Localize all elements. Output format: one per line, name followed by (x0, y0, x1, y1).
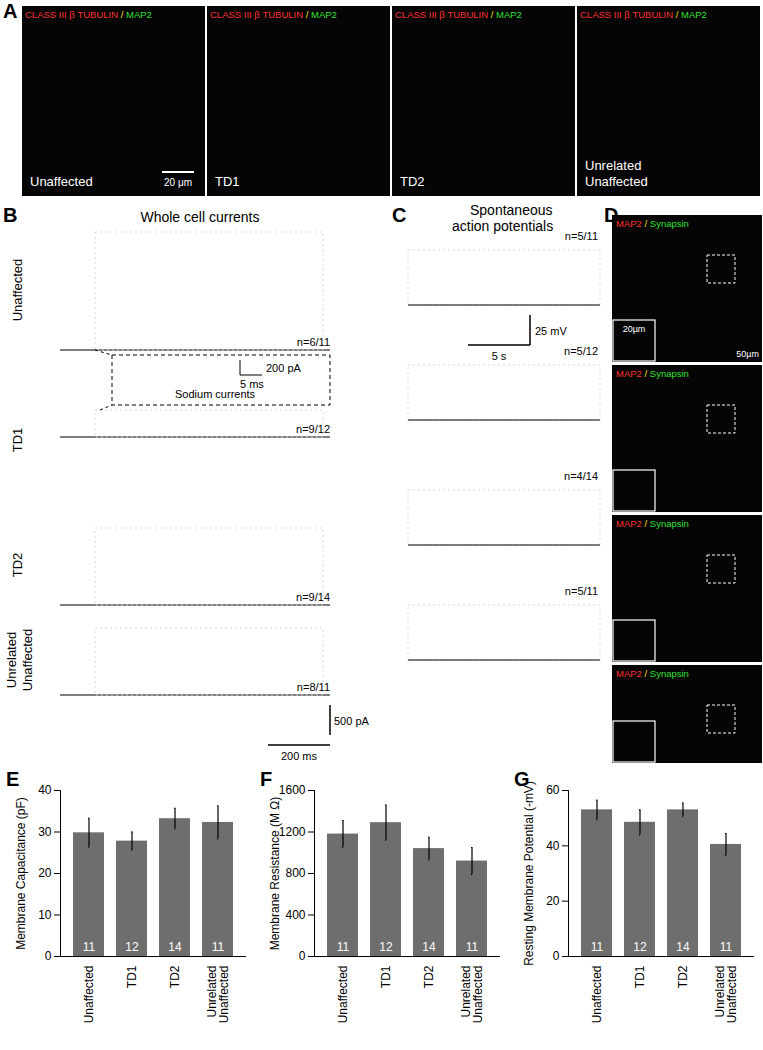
svg-text:0: 0 (553, 949, 560, 963)
svg-text:20 μm: 20 μm (164, 177, 192, 188)
svg-text:Unrelated: Unrelated (4, 632, 19, 688)
svg-text:TD2: TD2 (422, 965, 436, 988)
html-text:F: F (260, 768, 273, 790)
svg-text:200 ms: 200 ms (281, 750, 318, 762)
svg-text:action potentials: action potentials (452, 218, 553, 234)
svg-text:TD2: TD2 (10, 553, 25, 578)
svg-text:n=9/14: n=9/14 (296, 591, 330, 603)
svg-text:11: 11 (212, 940, 225, 954)
svg-text:n=5/11: n=5/11 (565, 230, 598, 242)
svg-text:0: 0 (45, 949, 52, 963)
svg-text:Resting Membrane Potential (-m: Resting Membrane Potential (-mV) (522, 781, 536, 966)
svg-text:CLASS III β TUBULIN / MAP2: CLASS III β TUBULIN / MAP2 (210, 9, 337, 20)
svg-text:n=9/12: n=9/12 (296, 423, 330, 435)
svg-text:n=4/14: n=4/14 (564, 470, 598, 482)
svg-text:60: 60 (546, 783, 560, 797)
svg-text:UnrelatedUnaffected: UnrelatedUnaffected (459, 966, 485, 1024)
svg-text:Unaffected: Unaffected (585, 174, 648, 189)
svg-text:14: 14 (168, 940, 182, 954)
svg-text:Whole cell currents: Whole cell currents (140, 209, 259, 225)
svg-text:TD1: TD1 (379, 965, 393, 988)
svg-text:800: 800 (285, 866, 305, 880)
svg-text:TD1: TD1 (10, 428, 25, 453)
svg-text:25 mV: 25 mV (535, 325, 567, 337)
svg-text:5 s: 5 s (492, 350, 507, 362)
svg-text:12: 12 (379, 940, 393, 954)
svg-text:Sodium currents: Sodium currents (175, 388, 256, 400)
svg-text:Unaffected: Unaffected (590, 966, 604, 1024)
svg-text:CLASS III β TUBULIN / MAP2: CLASS III β TUBULIN / MAP2 (580, 9, 707, 20)
svg-text:14: 14 (422, 940, 436, 954)
svg-text:40: 40 (38, 783, 52, 797)
svg-text:TD2: TD2 (400, 174, 425, 189)
svg-text:11: 11 (337, 940, 350, 954)
svg-text:n=5/12: n=5/12 (564, 345, 598, 357)
svg-text:Unaffected: Unaffected (82, 966, 96, 1024)
svg-text:5 ms: 5 ms (240, 378, 264, 390)
svg-text:TD2: TD2 (676, 965, 690, 988)
svg-text:TD1: TD1 (125, 965, 139, 988)
svg-text:20: 20 (546, 894, 560, 908)
svg-text:Membrane Resistance (M Ω): Membrane Resistance (M Ω) (268, 797, 282, 951)
svg-text:n=8/11: n=8/11 (297, 681, 330, 693)
svg-text:UnrelatedUnaffected: UnrelatedUnaffected (713, 966, 739, 1024)
svg-text:Unaffected: Unaffected (20, 629, 35, 692)
svg-text:UnrelatedUnaffected: UnrelatedUnaffected (205, 966, 231, 1024)
svg-text:400: 400 (285, 908, 305, 922)
svg-text:Unaffected: Unaffected (10, 259, 25, 322)
svg-text:A: A (3, 0, 17, 22)
svg-text:MAP2 / Synapsin: MAP2 / Synapsin (616, 218, 689, 229)
svg-text:30: 30 (38, 825, 52, 839)
svg-text:11: 11 (591, 940, 604, 954)
svg-text:MAP2 / Synapsin: MAP2 / Synapsin (616, 518, 689, 529)
svg-text:10: 10 (38, 908, 52, 922)
html-text:E: E (6, 768, 20, 790)
svg-text:n=6/11: n=6/11 (297, 336, 330, 348)
svg-text:Spontaneous: Spontaneous (470, 202, 553, 218)
svg-text:200 pA: 200 pA (266, 362, 302, 374)
svg-text:TD2: TD2 (168, 965, 182, 988)
html-text:G: G (514, 768, 530, 790)
svg-text:1600: 1600 (279, 783, 306, 797)
svg-text:Unrelated: Unrelated (585, 158, 641, 173)
svg-text:40: 40 (546, 839, 560, 853)
svg-text:500 pA: 500 pA (334, 715, 370, 727)
svg-text:Unaffected: Unaffected (336, 966, 350, 1024)
svg-text:CLASS III β TUBULIN / MAP2: CLASS III β TUBULIN / MAP2 (395, 9, 522, 20)
svg-text:CLASS III β TUBULIN / MAP2: CLASS III β TUBULIN / MAP2 (25, 9, 152, 20)
svg-text:Unaffected: Unaffected (30, 174, 93, 189)
svg-text:20: 20 (38, 866, 52, 880)
svg-text:TD1: TD1 (633, 965, 647, 988)
svg-text:12: 12 (633, 940, 647, 954)
svg-text:MAP2 / Synapsin: MAP2 / Synapsin (616, 368, 689, 379)
svg-text:11: 11 (720, 940, 733, 954)
svg-text:11: 11 (83, 940, 96, 954)
svg-text:B: B (3, 204, 17, 226)
svg-text:12: 12 (125, 940, 139, 954)
svg-text:20µm: 20µm (623, 324, 646, 334)
svg-text:50µm: 50µm (736, 349, 759, 359)
svg-text:14: 14 (676, 940, 690, 954)
svg-text:0: 0 (299, 949, 306, 963)
svg-text:D: D (604, 204, 619, 226)
svg-text:Membrane Capacitance (pF): Membrane Capacitance (pF) (14, 797, 28, 950)
svg-text:1200: 1200 (279, 825, 306, 839)
svg-text:TD1: TD1 (215, 174, 240, 189)
svg-text:n=5/11: n=5/11 (565, 585, 598, 597)
svg-text:MAP2 / Synapsin: MAP2 / Synapsin (616, 668, 689, 679)
svg-text:11: 11 (466, 940, 479, 954)
svg-text:C: C (392, 204, 406, 226)
